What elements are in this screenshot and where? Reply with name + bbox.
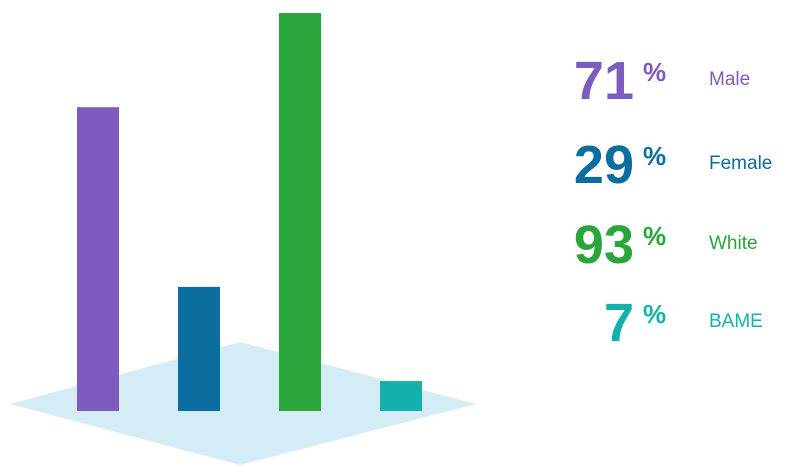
category-label: Male xyxy=(709,69,750,90)
unit-label: % xyxy=(643,141,666,171)
bar xyxy=(77,107,119,411)
bar xyxy=(178,286,220,411)
category-label: BAME xyxy=(709,311,763,332)
unit-label: % xyxy=(643,57,666,87)
value-label: 7 xyxy=(604,293,634,353)
category-label: White xyxy=(709,233,758,254)
floor xyxy=(10,342,476,465)
bar xyxy=(380,381,422,411)
value-label: 71 xyxy=(574,51,634,111)
category-label: Female xyxy=(709,153,772,174)
bar xyxy=(279,13,321,411)
unit-label: % xyxy=(643,299,666,329)
value-label: 93 xyxy=(574,215,634,275)
value-label: 29 xyxy=(574,135,634,195)
unit-label: % xyxy=(643,221,666,251)
